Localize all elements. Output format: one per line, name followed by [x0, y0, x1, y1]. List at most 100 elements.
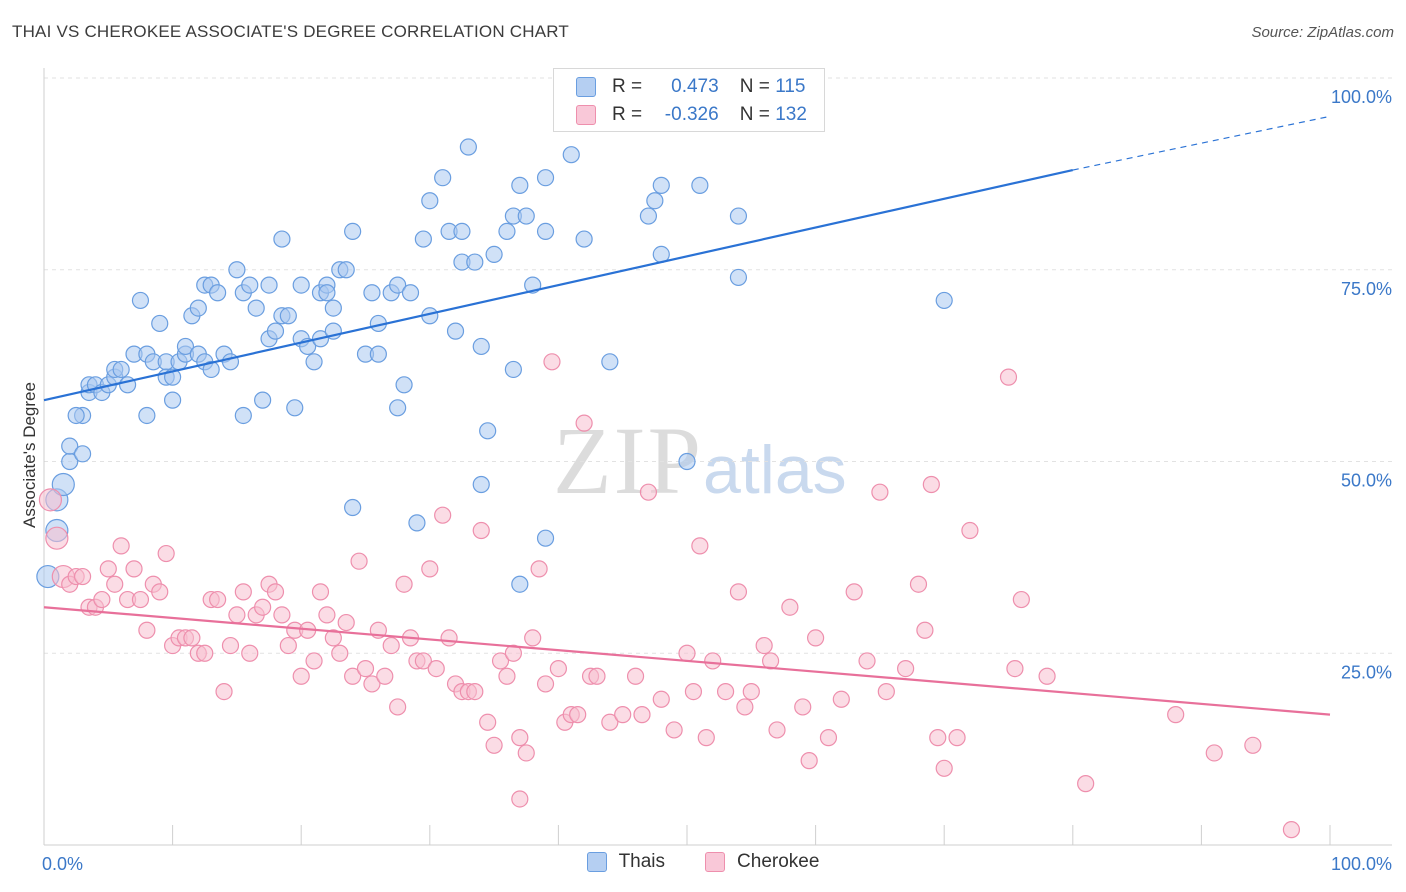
y-tick-label-75: 75.0% — [1341, 279, 1392, 299]
thai-point-71 — [369, 345, 387, 363]
thai-point-8 — [67, 406, 85, 425]
thai-point-105 — [639, 207, 658, 225]
cherokee-point-9 — [99, 560, 117, 578]
cherokee-point-18 — [157, 544, 175, 563]
cherokee-points — [38, 353, 1301, 839]
cherokee-trend-line — [43, 606, 1331, 716]
cherokee-point-132 — [1282, 821, 1301, 839]
thai-point-57 — [305, 353, 323, 371]
cherokee-point-79 — [543, 353, 561, 371]
thai-point-30 — [176, 337, 195, 356]
cherokee-point-70 — [491, 652, 510, 670]
x-tick-label-right: 100.0% — [1331, 854, 1392, 874]
cherokee-point-96 — [691, 537, 709, 555]
cherokee-point-116 — [897, 659, 915, 678]
cherokee-point-73 — [511, 729, 529, 747]
thai-point-107 — [652, 176, 670, 194]
legend-row-thai: R = 0.473 N = 115 — [576, 73, 805, 101]
thai-trend-extension — [1072, 115, 1331, 171]
cherokee-point-35 — [266, 583, 285, 601]
thai-trend-line — [43, 168, 1074, 402]
legend-label-cherokee: Cherokee — [737, 851, 820, 872]
cherokee-point-5 — [73, 567, 92, 586]
cherokee-point-98 — [704, 652, 722, 670]
cherokee-point-54 — [389, 698, 407, 716]
thai-point-92 — [498, 222, 516, 240]
cherokee-point-109 — [806, 629, 825, 647]
cherokee-point-44 — [324, 629, 342, 647]
cherokee-point-59 — [421, 560, 439, 578]
legend-item-thais: Thais — [586, 851, 665, 873]
cherokee-point-75 — [517, 744, 535, 762]
cherokee-point-31 — [241, 644, 259, 662]
thai-point-42 — [234, 406, 252, 425]
cherokee-swatch — [576, 105, 596, 125]
cherokee-point-122 — [948, 729, 966, 747]
cherokee-point-72 — [504, 644, 522, 662]
legend-item-cherokee: Cherokee — [705, 851, 819, 873]
watermark-atlas: atlas — [703, 432, 847, 508]
thai-point-23 — [151, 314, 169, 333]
cherokee-point-15 — [138, 621, 156, 639]
thai-point-91 — [485, 245, 503, 264]
thai-point-77 — [408, 514, 426, 532]
cherokee-point-17 — [151, 583, 169, 601]
legend-r-value: -0.326 — [664, 104, 719, 125]
cherokee-point-26 — [209, 590, 227, 609]
cherokee-point-121 — [935, 759, 953, 777]
thai-point-20 — [138, 406, 156, 425]
cherokee-point-131 — [1244, 736, 1262, 754]
cherokee-point-111 — [832, 690, 850, 708]
cherokee-point-68 — [479, 713, 497, 731]
thai-point-26 — [164, 391, 182, 409]
legend-n-value: 132 — [775, 104, 807, 125]
cherokee-point-102 — [742, 682, 760, 701]
thai-swatch — [576, 77, 596, 97]
y-axis-label: Associate's Degree — [20, 382, 39, 528]
legend-r-value: 0.473 — [671, 76, 719, 97]
legend-r-label: R = — [612, 104, 643, 125]
thai-point-49 — [266, 322, 285, 340]
cherokee-point-48 — [350, 552, 368, 570]
cherokee-point-10 — [106, 575, 124, 593]
thai-point-67 — [344, 498, 362, 517]
cherokee-point-71 — [498, 667, 516, 685]
cherokee-point-87 — [601, 713, 619, 731]
trend-lines — [43, 115, 1331, 716]
cherokee-point-8 — [93, 590, 111, 609]
cherokee-point-24 — [196, 644, 214, 662]
x-tick-label-left: 0.0% — [42, 854, 83, 874]
cherokee-point-39 — [292, 667, 310, 685]
cherokee-point-0 — [38, 488, 63, 512]
cherokee-point-88 — [614, 706, 632, 724]
cherokee-point-83 — [569, 706, 587, 724]
cherokee-point-45 — [331, 644, 349, 662]
cherokee-point-33 — [254, 598, 272, 616]
cherokee-point-105 — [768, 721, 786, 739]
cherokee-point-99 — [716, 682, 735, 701]
cherokee-point-43 — [318, 606, 336, 624]
thai-point-100 — [536, 222, 555, 240]
cherokee-point-86 — [588, 667, 606, 685]
cherokee-point-94 — [678, 644, 696, 662]
cherokee-point-117 — [909, 575, 928, 593]
thai-point-5 — [61, 437, 79, 455]
cherokee-point-114 — [871, 483, 889, 501]
cherokee-point-93 — [665, 721, 683, 739]
y-tick-label-25: 25.0% — [1341, 662, 1392, 682]
legend-n-value: 115 — [775, 76, 806, 97]
thai-point-89 — [472, 475, 490, 494]
legend-r-label: R = — [612, 76, 643, 97]
cherokee-point-42 — [311, 583, 330, 601]
cherokee-point-123 — [961, 521, 979, 540]
thai-point-66 — [344, 222, 362, 240]
thai-point-51 — [273, 230, 291, 248]
cherokee-point-129 — [1167, 706, 1185, 724]
cherokee-point-120 — [929, 729, 947, 747]
thai-point-104 — [601, 353, 619, 371]
source-label: Source: ZipAtlas.com — [1251, 24, 1394, 41]
cherokee-legend-swatch — [705, 852, 726, 872]
cherokee-point-47 — [344, 667, 362, 685]
thai-point-88 — [472, 337, 490, 356]
